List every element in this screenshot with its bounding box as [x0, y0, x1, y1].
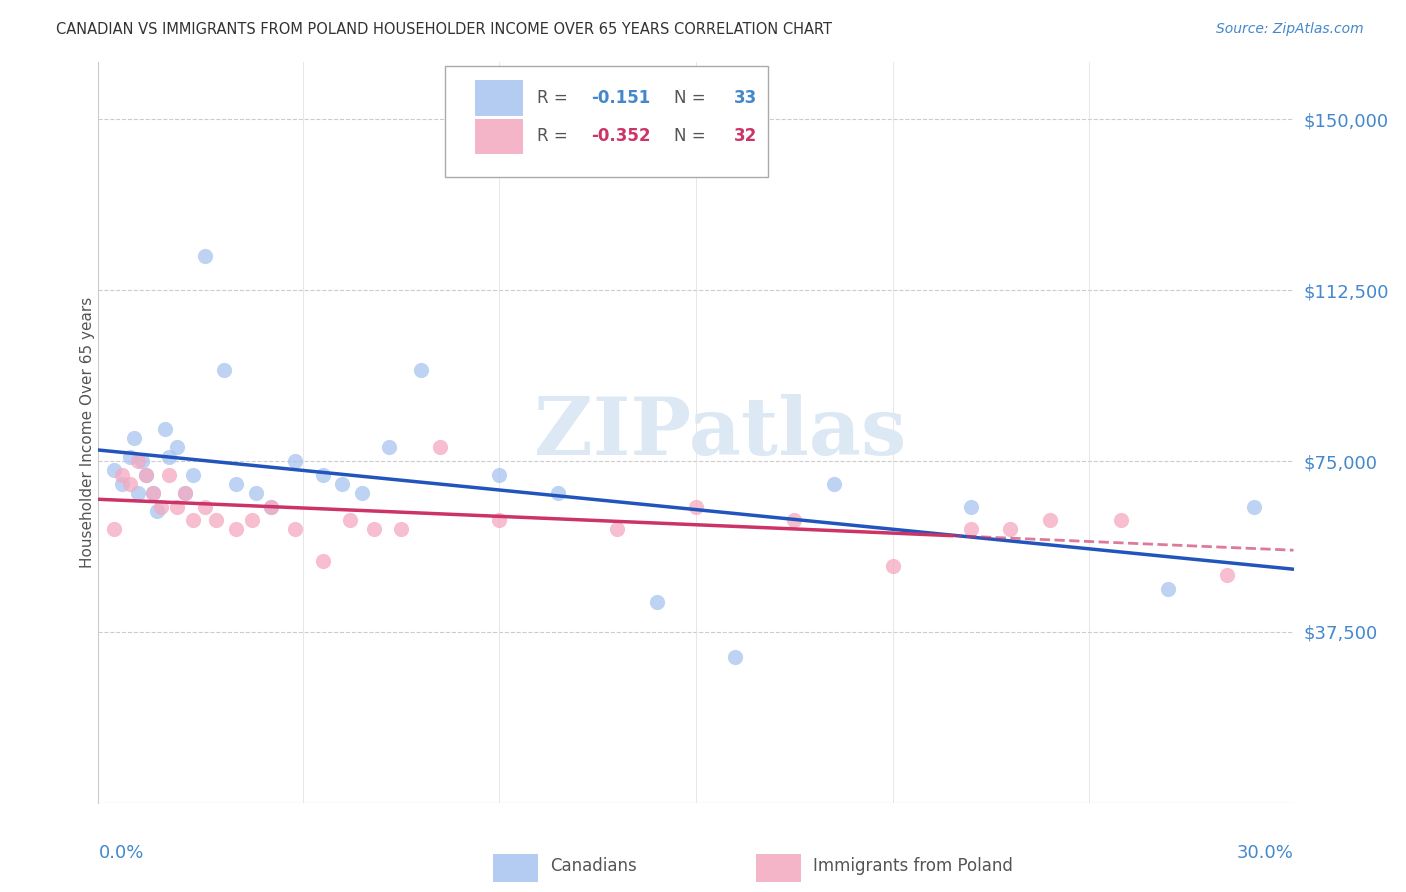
Point — [157, 467, 180, 482]
Text: Canadians: Canadians — [550, 856, 637, 875]
Point — [284, 454, 307, 468]
Point — [488, 513, 510, 527]
Text: ZIPatlas: ZIPatlas — [534, 393, 905, 472]
Point — [205, 513, 228, 527]
Point — [146, 504, 169, 518]
Point — [429, 441, 451, 455]
Point — [1243, 500, 1265, 514]
Point — [181, 513, 204, 527]
Point — [488, 467, 510, 482]
Point — [960, 523, 983, 537]
Text: N =: N = — [675, 89, 711, 107]
Text: Source: ZipAtlas.com: Source: ZipAtlas.com — [1216, 22, 1364, 37]
Point — [882, 558, 904, 573]
Point — [1109, 513, 1132, 527]
Point — [311, 554, 333, 568]
Point — [122, 431, 145, 445]
Text: -0.352: -0.352 — [591, 128, 651, 145]
Point — [1000, 523, 1022, 537]
Point — [547, 486, 569, 500]
Point — [225, 476, 247, 491]
Point — [135, 467, 157, 482]
Text: -0.151: -0.151 — [591, 89, 650, 107]
Point — [193, 249, 215, 263]
Point — [378, 441, 401, 455]
Point — [389, 523, 412, 537]
Point — [212, 363, 235, 377]
FancyBboxPatch shape — [475, 80, 523, 116]
Point — [118, 476, 141, 491]
Point — [225, 523, 247, 537]
Point — [127, 486, 149, 500]
Point — [150, 500, 173, 514]
Point — [111, 467, 134, 482]
Point — [350, 486, 373, 500]
Point — [166, 441, 188, 455]
Point — [363, 523, 385, 537]
Point — [783, 513, 806, 527]
Point — [174, 486, 197, 500]
Text: N =: N = — [675, 128, 711, 145]
Point — [339, 513, 361, 527]
Y-axis label: Householder Income Over 65 years: Householder Income Over 65 years — [80, 297, 94, 568]
Point — [118, 450, 141, 464]
Text: R =: R = — [537, 128, 574, 145]
Text: 30.0%: 30.0% — [1237, 844, 1294, 862]
Text: 0.0%: 0.0% — [98, 844, 143, 862]
Point — [409, 363, 432, 377]
Point — [1157, 582, 1180, 596]
Point — [724, 650, 747, 665]
FancyBboxPatch shape — [446, 66, 768, 178]
Point — [685, 500, 707, 514]
Point — [127, 454, 149, 468]
Point — [174, 486, 197, 500]
Point — [111, 476, 134, 491]
Point — [330, 476, 353, 491]
Point — [157, 450, 180, 464]
FancyBboxPatch shape — [494, 854, 538, 882]
FancyBboxPatch shape — [756, 854, 801, 882]
Point — [606, 523, 628, 537]
Point — [260, 500, 283, 514]
Text: 33: 33 — [734, 89, 758, 107]
FancyBboxPatch shape — [475, 119, 523, 154]
Point — [193, 500, 215, 514]
Point — [103, 463, 125, 477]
Point — [240, 513, 263, 527]
Point — [260, 500, 283, 514]
Point — [284, 523, 307, 537]
Point — [155, 422, 177, 436]
Point — [103, 523, 125, 537]
Point — [142, 486, 165, 500]
Point — [245, 486, 267, 500]
Point — [166, 500, 188, 514]
Point — [1039, 513, 1062, 527]
Point — [645, 595, 668, 609]
Text: CANADIAN VS IMMIGRANTS FROM POLAND HOUSEHOLDER INCOME OVER 65 YEARS CORRELATION : CANADIAN VS IMMIGRANTS FROM POLAND HOUSE… — [56, 22, 832, 37]
Text: Immigrants from Poland: Immigrants from Poland — [813, 856, 1012, 875]
Point — [135, 467, 157, 482]
Point — [142, 486, 165, 500]
Point — [131, 454, 153, 468]
Point — [181, 467, 204, 482]
Point — [311, 467, 333, 482]
Point — [960, 500, 983, 514]
Point — [823, 476, 845, 491]
Text: R =: R = — [537, 89, 574, 107]
Text: 32: 32 — [734, 128, 758, 145]
Point — [1215, 568, 1237, 582]
